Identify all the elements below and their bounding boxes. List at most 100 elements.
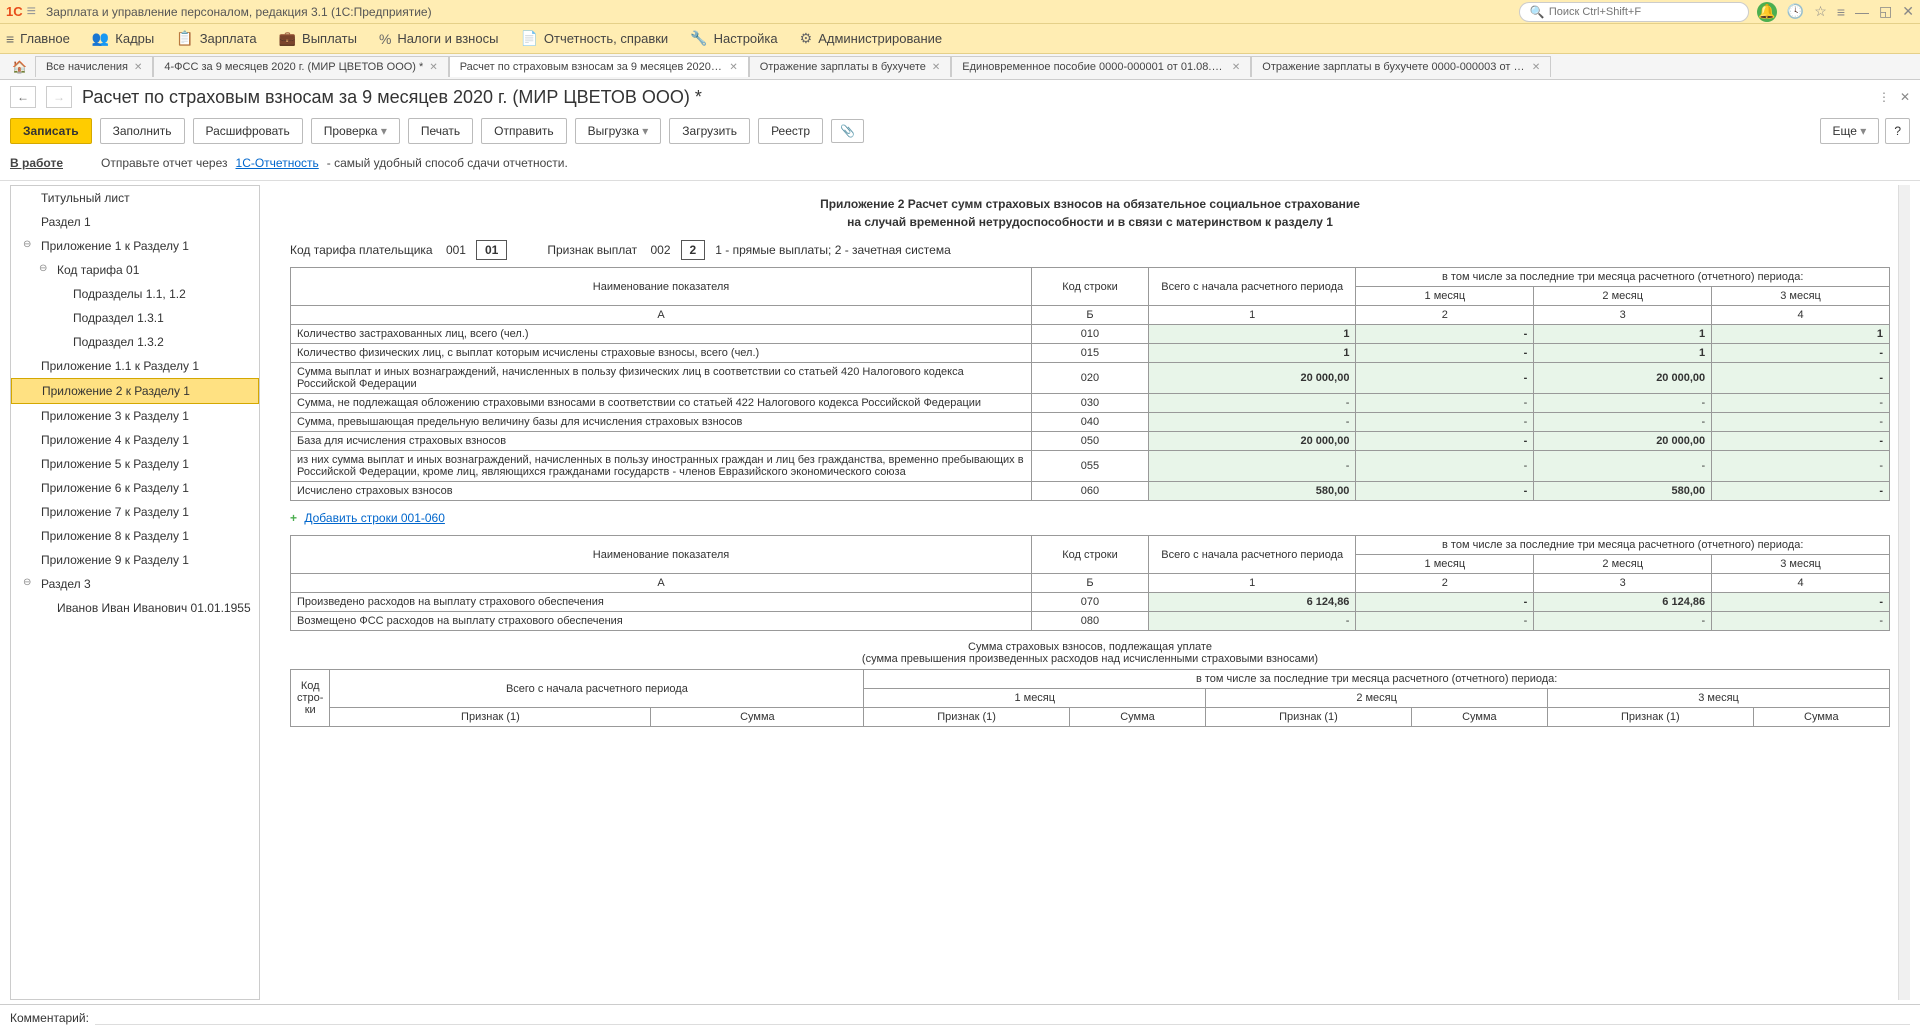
tab[interactable]: Расчет по страховым взносам за 9 месяцев… <box>449 56 749 77</box>
cell[interactable]: - <box>1356 413 1534 432</box>
cell[interactable]: - <box>1148 451 1355 482</box>
tab[interactable]: Единовременное пособие 0000-000001 от 01… <box>951 56 1251 77</box>
cell[interactable]: 20 000,00 <box>1148 432 1355 451</box>
tab[interactable]: 4-ФСС за 9 месяцев 2020 г. (МИР ЦВЕТОВ О… <box>153 56 448 77</box>
cell[interactable]: - <box>1356 612 1534 631</box>
cell[interactable]: - <box>1712 344 1890 363</box>
cell[interactable]: - <box>1356 394 1534 413</box>
cell[interactable]: - <box>1534 612 1712 631</box>
check-button[interactable]: Проверка <box>311 118 400 144</box>
cell[interactable]: - <box>1356 593 1534 612</box>
tree-item[interactable]: Код тарифа 01 <box>11 258 259 282</box>
registry-button[interactable]: Реестр <box>758 118 823 144</box>
menu-item[interactable]: 📄Отчетность, справки <box>520 30 668 47</box>
decode-button[interactable]: Расшифровать <box>193 118 303 144</box>
maximize-icon[interactable]: ◱ <box>1879 3 1892 20</box>
help-button[interactable]: ? <box>1885 118 1910 144</box>
param2-value[interactable]: 2 <box>681 240 706 260</box>
add-rows-link[interactable]: Добавить строки 001-060 <box>304 511 445 525</box>
cell[interactable]: 1 <box>1148 325 1355 344</box>
cell[interactable]: - <box>1712 432 1890 451</box>
tab-close-icon[interactable]: ✕ <box>932 62 940 73</box>
search-input[interactable] <box>1549 6 1738 18</box>
cell[interactable]: 1 <box>1148 344 1355 363</box>
cell[interactable]: - <box>1534 451 1712 482</box>
cell[interactable]: 6 124,86 <box>1534 593 1712 612</box>
cell[interactable]: 6 124,86 <box>1148 593 1355 612</box>
tab-close-icon[interactable]: ✕ <box>1532 62 1540 73</box>
tab-close-icon[interactable]: ✕ <box>429 62 437 73</box>
tab[interactable]: Отражение зарплаты в бухучете✕ <box>749 56 952 77</box>
cell[interactable]: - <box>1712 394 1890 413</box>
menu-item[interactable]: 💼Выплаты <box>279 30 357 47</box>
tree-item[interactable]: Приложение 9 к Разделу 1 <box>11 548 259 572</box>
search-box[interactable]: 🔍 <box>1519 2 1749 22</box>
cell[interactable]: - <box>1148 413 1355 432</box>
tree-item[interactable]: Приложение 3 к Разделу 1 <box>11 404 259 428</box>
comment-input[interactable] <box>95 1010 1910 1025</box>
cell[interactable]: - <box>1356 432 1534 451</box>
menu-item[interactable]: ⚙Администрирование <box>800 30 943 47</box>
tree-item[interactable]: Приложение 6 к Разделу 1 <box>11 476 259 500</box>
tree-item[interactable]: Иванов Иван Иванович 01.01.1955 <box>11 596 259 620</box>
bell-icon[interactable]: 🔔 <box>1757 2 1777 22</box>
star-icon[interactable]: ☆ <box>1814 3 1827 20</box>
tab[interactable]: Все начисления✕ <box>35 56 153 77</box>
send-button[interactable]: Отправить <box>481 118 567 144</box>
tree-item[interactable]: Подразделы 1.1, 1.2 <box>11 282 259 306</box>
tree-item[interactable]: Приложение 4 к Разделу 1 <box>11 428 259 452</box>
cell[interactable]: - <box>1712 451 1890 482</box>
load-button[interactable]: Загрузить <box>669 118 750 144</box>
save-button[interactable]: Записать <box>10 118 92 144</box>
menu-item[interactable]: 📋Зарплата <box>176 30 256 47</box>
cell[interactable]: - <box>1148 612 1355 631</box>
cell[interactable]: - <box>1148 394 1355 413</box>
cell[interactable]: - <box>1712 482 1890 501</box>
cell[interactable]: 1 <box>1534 325 1712 344</box>
page-menu-icon[interactable]: ⋮ <box>1878 90 1890 104</box>
nav-forward[interactable]: → <box>46 86 72 108</box>
export-button[interactable]: Выгрузка <box>575 118 662 144</box>
tree-item[interactable]: Подраздел 1.3.2 <box>11 330 259 354</box>
tree-item[interactable]: Подраздел 1.3.1 <box>11 306 259 330</box>
fill-button[interactable]: Заполнить <box>100 118 185 144</box>
menu-item[interactable]: %Налоги и взносы <box>379 31 499 47</box>
tab-close-icon[interactable]: ✕ <box>134 62 142 73</box>
tab[interactable]: Отражение зарплаты в бухучете 0000-00000… <box>1251 56 1551 77</box>
nav-back[interactable]: ← <box>10 86 36 108</box>
menu-item[interactable]: 🔧Настройка <box>690 30 777 47</box>
minimize-icon[interactable]: — <box>1855 4 1869 20</box>
tree-item[interactable]: Приложение 8 к Разделу 1 <box>11 524 259 548</box>
close-icon[interactable]: ✕ <box>1902 3 1914 20</box>
tree-item[interactable]: Раздел 1 <box>11 210 259 234</box>
cell[interactable]: - <box>1356 363 1534 394</box>
scrollbar-vertical[interactable] <box>1898 185 1910 1000</box>
cell[interactable]: - <box>1356 325 1534 344</box>
cell[interactable]: 1 <box>1712 325 1890 344</box>
filter-icon[interactable]: ≡ <box>1837 4 1845 20</box>
cell[interactable]: 20 000,00 <box>1148 363 1355 394</box>
cell[interactable]: 20 000,00 <box>1534 363 1712 394</box>
cell[interactable]: - <box>1712 363 1890 394</box>
cell[interactable]: 20 000,00 <box>1534 432 1712 451</box>
menu-item[interactable]: 👥Кадры <box>92 30 154 47</box>
tree-item[interactable]: Титульный лист <box>11 186 259 210</box>
cell[interactable]: 580,00 <box>1148 482 1355 501</box>
cell[interactable]: - <box>1356 344 1534 363</box>
page-close-icon[interactable]: ✕ <box>1900 90 1910 104</box>
menu-item[interactable]: ≡Главное <box>6 31 70 47</box>
more-button[interactable]: Еще <box>1820 118 1880 144</box>
tree-item[interactable]: Приложение 2 к Разделу 1 <box>11 378 259 404</box>
cell[interactable]: - <box>1712 413 1890 432</box>
tab-close-icon[interactable]: ✕ <box>1232 62 1240 73</box>
tab-close-icon[interactable]: ✕ <box>729 62 737 73</box>
tree-item[interactable]: Раздел 3 <box>11 572 259 596</box>
cell[interactable]: - <box>1356 451 1534 482</box>
tree-item[interactable]: Приложение 5 к Разделу 1 <box>11 452 259 476</box>
cell[interactable]: - <box>1356 482 1534 501</box>
tree-item[interactable]: Приложение 1.1 к Разделу 1 <box>11 354 259 378</box>
tree-item[interactable]: Приложение 1 к Разделу 1 <box>11 234 259 258</box>
cell[interactable]: - <box>1712 612 1890 631</box>
cell[interactable]: 580,00 <box>1534 482 1712 501</box>
cell[interactable]: - <box>1534 413 1712 432</box>
